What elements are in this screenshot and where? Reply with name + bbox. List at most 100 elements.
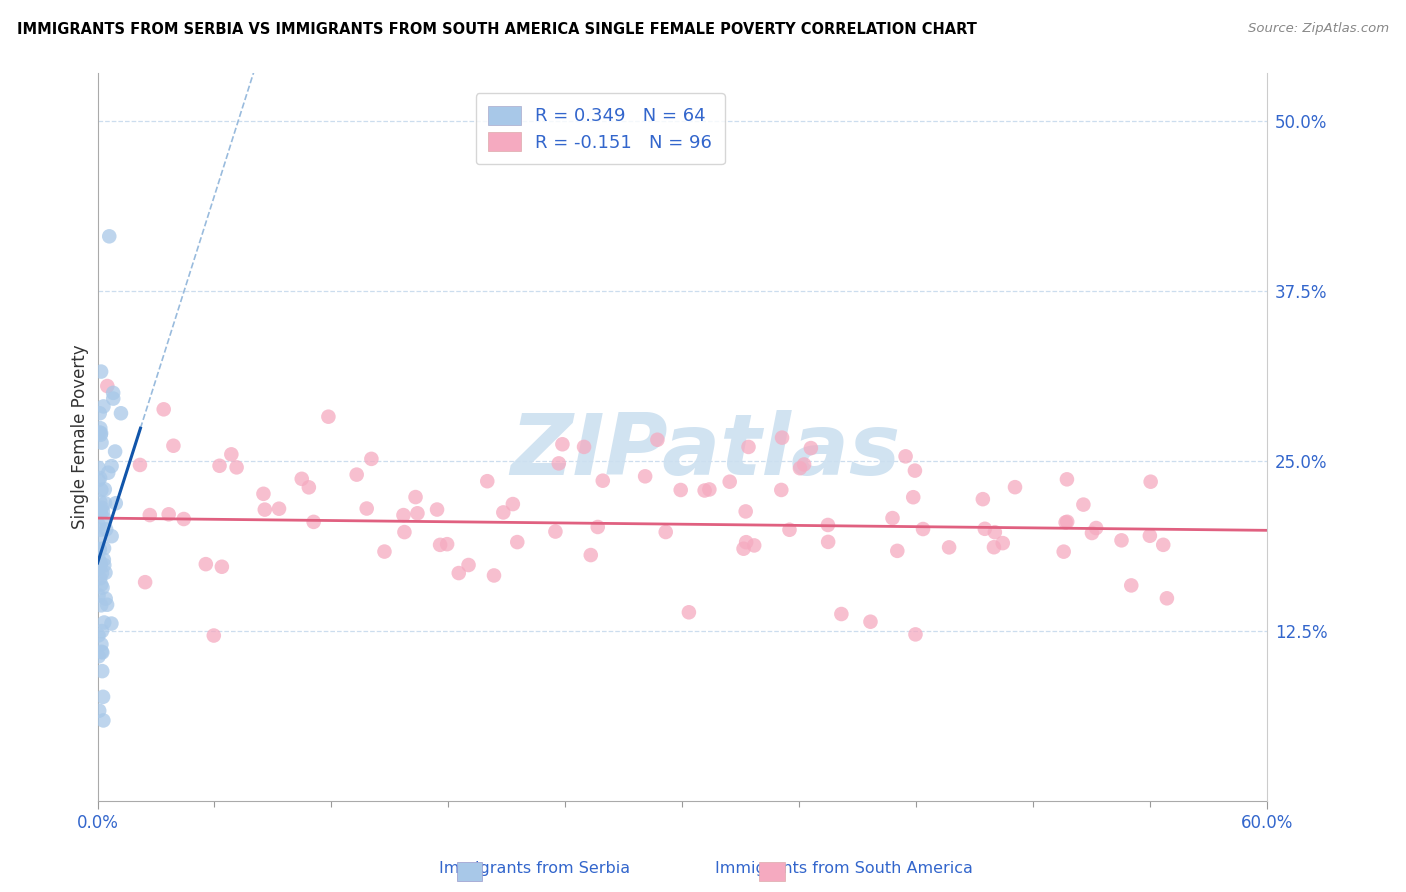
Point (984, 525, 1007, 540)
Point (1139, 475, 1161, 489)
Point (436, 537, 458, 551)
Point (89, 406, 111, 420)
Point (89, 541, 111, 556)
Point (693, 483, 716, 498)
Point (89, 495, 111, 509)
Point (91, 690, 114, 704)
Point (93, 558, 115, 573)
Point (1156, 591, 1178, 606)
Point (817, 535, 839, 549)
Point (551, 437, 574, 451)
Point (94, 591, 117, 606)
Point (90, 645, 112, 659)
Point (1053, 544, 1076, 558)
Point (904, 464, 927, 478)
Point (886, 544, 908, 558)
Point (97, 466, 120, 480)
Point (735, 535, 758, 549)
Point (482, 568, 505, 582)
Point (544, 524, 567, 539)
Point (89, 421, 111, 435)
Point (91, 581, 114, 595)
Point (89, 571, 111, 585)
Point (903, 490, 925, 504)
Point (647, 433, 669, 447)
Point (742, 538, 765, 552)
Point (104, 496, 127, 510)
Point (100, 459, 122, 474)
Point (983, 540, 1005, 554)
Point (406, 506, 429, 520)
Point (87, 531, 110, 545)
Point (96, 379, 118, 393)
Point (800, 441, 823, 455)
Point (678, 605, 700, 619)
Point (93, 552, 115, 566)
Point (90, 624, 112, 639)
Point (93, 541, 115, 556)
Point (211, 559, 233, 574)
Point (972, 492, 994, 507)
Point (592, 474, 614, 488)
Point (429, 538, 451, 552)
Point (101, 385, 124, 400)
Point (405, 490, 427, 504)
Point (100, 529, 122, 543)
Text: Source: ZipAtlas.com: Source: ZipAtlas.com (1249, 22, 1389, 36)
Point (89, 704, 111, 718)
Point (90, 599, 112, 613)
Point (94, 522, 117, 536)
Text: IMMIGRANTS FROM SERBIA VS IMMIGRANTS FROM SOUTH AMERICA SINGLE FEMALE POVERTY CO: IMMIGRANTS FROM SERBIA VS IMMIGRANTS FRO… (17, 22, 977, 37)
Point (718, 475, 741, 489)
Point (90, 365, 112, 379)
Point (506, 535, 529, 549)
Point (87, 556, 110, 570)
Point (572, 440, 595, 454)
Point (492, 505, 515, 519)
Text: ZIPatlas: ZIPatlas (510, 410, 901, 493)
Point (89, 542, 111, 557)
Point (90, 566, 112, 580)
Point (87, 553, 110, 567)
Point (110, 406, 132, 420)
Point (152, 402, 174, 417)
Point (91, 504, 114, 518)
Point (96, 598, 118, 612)
Point (394, 525, 416, 540)
Point (221, 447, 243, 461)
Point (208, 458, 231, 473)
Point (89, 471, 111, 485)
Point (90, 435, 112, 450)
Point (162, 439, 184, 453)
Point (87, 628, 110, 642)
Point (1111, 533, 1133, 548)
Point (457, 558, 479, 572)
Legend: R = 0.349   N = 64, R = -0.151   N = 96: R = 0.349 N = 64, R = -0.151 N = 96 (475, 93, 725, 164)
Point (94, 483, 117, 497)
Point (882, 511, 904, 525)
Point (426, 502, 449, 516)
Point (991, 536, 1014, 550)
Point (830, 607, 852, 621)
Point (90, 426, 112, 441)
Point (734, 504, 756, 518)
Point (90, 523, 112, 537)
Point (93, 714, 115, 728)
Point (89, 558, 111, 572)
Point (253, 502, 276, 516)
Point (202, 628, 225, 642)
Point (1073, 498, 1095, 512)
Point (911, 522, 934, 536)
Point (447, 566, 470, 580)
Point (139, 508, 162, 522)
Point (157, 508, 180, 522)
Point (103, 392, 125, 406)
Point (1121, 578, 1143, 592)
Point (90, 577, 112, 591)
Point (793, 458, 815, 472)
Point (1056, 515, 1078, 529)
Point (94, 496, 117, 510)
Point (502, 497, 524, 511)
Point (100, 616, 122, 631)
Point (346, 467, 368, 482)
